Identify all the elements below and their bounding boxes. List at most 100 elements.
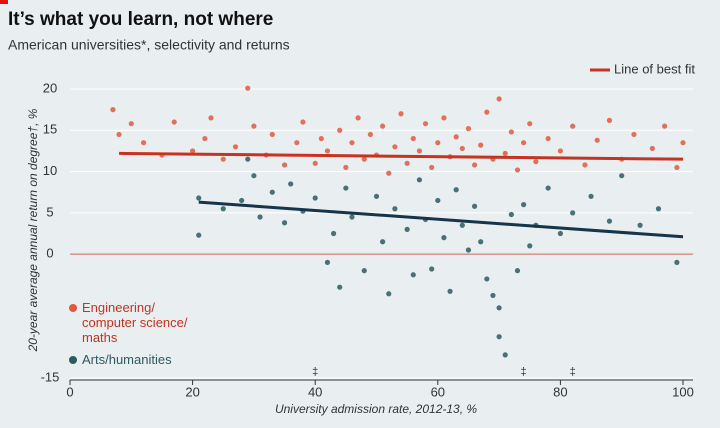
point xyxy=(269,189,275,195)
point xyxy=(324,259,331,265)
point xyxy=(435,197,441,204)
point xyxy=(502,150,508,157)
point xyxy=(202,135,208,142)
y-tick-label: 0 xyxy=(46,246,53,261)
x-tick-label: 100 xyxy=(672,384,694,399)
point xyxy=(373,193,380,199)
point xyxy=(514,268,521,274)
point xyxy=(521,202,527,208)
point xyxy=(196,232,202,238)
point xyxy=(257,214,263,220)
point xyxy=(380,123,386,129)
point xyxy=(496,334,502,340)
y-tick-label: 5 xyxy=(46,204,53,219)
point xyxy=(557,148,564,154)
point xyxy=(435,140,441,146)
point xyxy=(245,156,251,162)
point xyxy=(453,134,459,140)
point xyxy=(355,115,361,121)
point xyxy=(527,243,533,249)
point xyxy=(508,211,514,218)
point xyxy=(404,160,410,166)
legend-swatch xyxy=(69,356,77,364)
point xyxy=(208,115,214,121)
point xyxy=(680,140,686,146)
point xyxy=(484,109,490,115)
fit-line xyxy=(119,151,684,161)
point xyxy=(300,119,306,125)
point xyxy=(496,96,502,102)
point xyxy=(429,266,435,272)
point xyxy=(349,214,355,220)
point xyxy=(606,117,613,123)
point xyxy=(220,206,226,212)
point xyxy=(330,230,337,237)
point xyxy=(337,127,343,133)
point xyxy=(343,185,349,191)
point xyxy=(588,193,594,199)
point xyxy=(232,144,239,150)
point xyxy=(514,167,521,173)
point xyxy=(386,170,392,176)
point xyxy=(380,239,386,245)
point xyxy=(398,111,404,117)
point xyxy=(416,148,423,154)
point xyxy=(422,121,429,127)
point xyxy=(527,121,533,127)
chart-subtitle: American universities*, selectivity and … xyxy=(8,37,290,53)
y-axis-label: 20-year average annual return on degree†… xyxy=(26,108,40,352)
point xyxy=(478,239,484,245)
point xyxy=(490,292,496,299)
point xyxy=(269,131,275,138)
point xyxy=(631,131,637,138)
y-tick-label: 20 xyxy=(43,80,57,95)
point xyxy=(662,123,668,129)
point xyxy=(410,135,416,142)
point xyxy=(220,156,226,162)
point xyxy=(570,123,576,129)
legend-label: Engineering/ computer science/ maths xyxy=(82,300,188,345)
point xyxy=(318,135,324,142)
point xyxy=(502,352,508,358)
point xyxy=(465,126,472,132)
point xyxy=(471,203,478,209)
point xyxy=(521,140,527,146)
point xyxy=(367,131,373,138)
fit-line xyxy=(198,200,684,239)
point xyxy=(453,187,459,193)
point xyxy=(459,145,465,152)
outlier-marker: ‡ xyxy=(312,366,318,378)
legend-swatch xyxy=(69,304,77,312)
point xyxy=(649,145,655,152)
point xyxy=(386,291,392,297)
point xyxy=(312,195,318,201)
point xyxy=(471,162,478,168)
x-tick-label: 60 xyxy=(431,384,445,399)
point xyxy=(557,230,564,237)
point xyxy=(343,164,349,171)
point xyxy=(441,235,447,241)
point xyxy=(533,159,539,165)
outlier-marker: ‡ xyxy=(570,366,576,378)
point xyxy=(545,135,551,142)
point xyxy=(128,121,134,127)
x-tick-label: 0 xyxy=(66,384,73,399)
point xyxy=(655,206,662,212)
y-tick-label: 15 xyxy=(43,122,57,137)
point xyxy=(294,140,300,146)
point xyxy=(239,197,245,204)
point xyxy=(312,160,318,166)
point xyxy=(410,272,416,278)
point xyxy=(465,247,472,253)
point xyxy=(404,226,410,232)
point xyxy=(416,177,423,183)
point xyxy=(484,276,490,282)
point xyxy=(447,288,453,294)
point xyxy=(392,144,398,150)
point xyxy=(478,142,484,148)
point xyxy=(392,206,398,212)
point xyxy=(190,148,196,154)
brand-bar xyxy=(0,0,8,4)
point xyxy=(606,218,613,224)
